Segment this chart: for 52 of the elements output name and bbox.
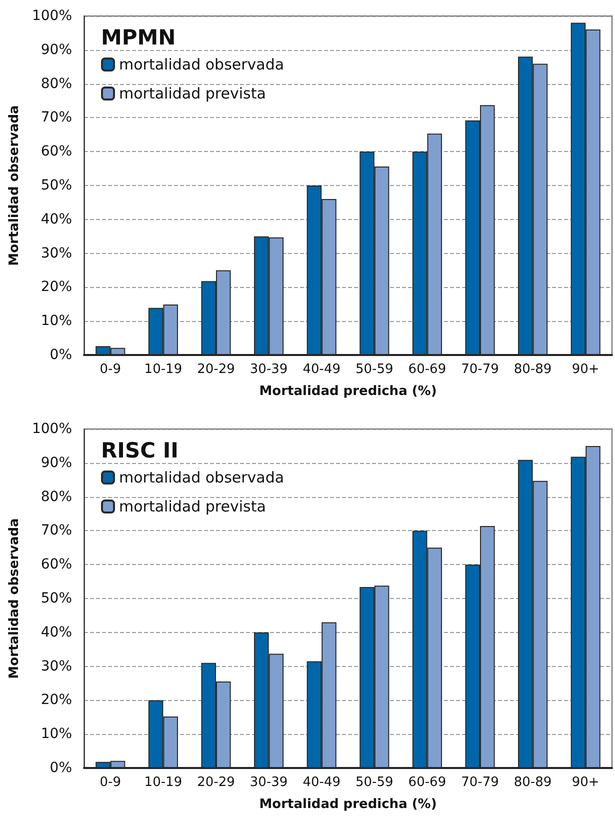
x-tick-label: 70-79: [461, 362, 499, 377]
legend-label: mortalidad observada: [119, 56, 284, 74]
text: RISC II: [101, 438, 178, 462]
x-tick-label: 30-39: [250, 362, 288, 377]
y-tick-label: 70%: [40, 522, 72, 539]
x-tick-label: 40-49: [302, 362, 340, 377]
x-tick-label: 80-89: [514, 362, 552, 377]
x-tick-label: 60-69: [408, 362, 446, 377]
y-tick-label: 0%: [50, 760, 72, 776]
x-tick-label: 60-69: [408, 775, 446, 790]
y-tick-label: 70%: [40, 110, 72, 126]
x-tick-label: 20-29: [197, 362, 235, 377]
y-tick-label: 30%: [40, 245, 72, 262]
y-tick-label: 10%: [40, 726, 72, 742]
legend-label: mortalidad prevista: [119, 498, 266, 516]
y-tick-label: 80%: [40, 76, 72, 92]
x-tick-label: 90+: [572, 775, 600, 790]
y-tick-label: 50%: [40, 178, 72, 194]
y-axis-title: Mortalidad observada: [7, 105, 22, 266]
y-tick-label: 30%: [40, 658, 72, 674]
y-tick-label: 100%: [32, 421, 72, 437]
x-tick-label: 0-9: [100, 362, 122, 377]
x-tick-label: 70-79: [461, 775, 499, 790]
x-tick-label: 50-59: [356, 362, 394, 377]
x-tick-label: 50-59: [356, 775, 394, 790]
y-tick-label: 0%: [50, 347, 72, 363]
y-tick-label: 10%: [40, 313, 72, 330]
y-tick-label: 20%: [40, 692, 72, 708]
x-axis-title: Mortalidad predicha (%): [259, 797, 437, 812]
x-tick-label: 80-89: [514, 775, 552, 790]
y-tick-label: 40%: [40, 211, 72, 228]
y-axis-title: Mortalidad observada: [7, 518, 22, 679]
y-tick-label: 100%: [32, 8, 72, 24]
x-tick-label: 10-19: [144, 775, 182, 790]
x-tick-label: 20-29: [197, 775, 235, 790]
x-tick-label: 30-39: [250, 775, 288, 790]
y-tick-label: 80%: [40, 488, 72, 505]
legend-label: mortalidad prevista: [119, 84, 266, 102]
text: MPMN: [101, 26, 176, 50]
y-tick-label: 40%: [40, 624, 72, 640]
y-tick-label: 20%: [40, 279, 72, 296]
x-tick-label: 40-49: [302, 775, 340, 790]
x-axis-title: Mortalidad predicha (%): [259, 384, 437, 399]
y-tick-label: 60%: [40, 556, 72, 573]
y-tick-label: 60%: [40, 144, 72, 160]
y-tick-label: 50%: [40, 590, 72, 606]
legend-label: mortalidad observada: [119, 468, 284, 486]
y-tick-label: 90%: [40, 454, 72, 471]
x-tick-label: 0-9: [100, 775, 122, 790]
x-tick-label: 90+: [572, 362, 600, 377]
x-tick-label: 10-19: [144, 362, 182, 377]
y-tick-label: 90%: [40, 42, 72, 58]
